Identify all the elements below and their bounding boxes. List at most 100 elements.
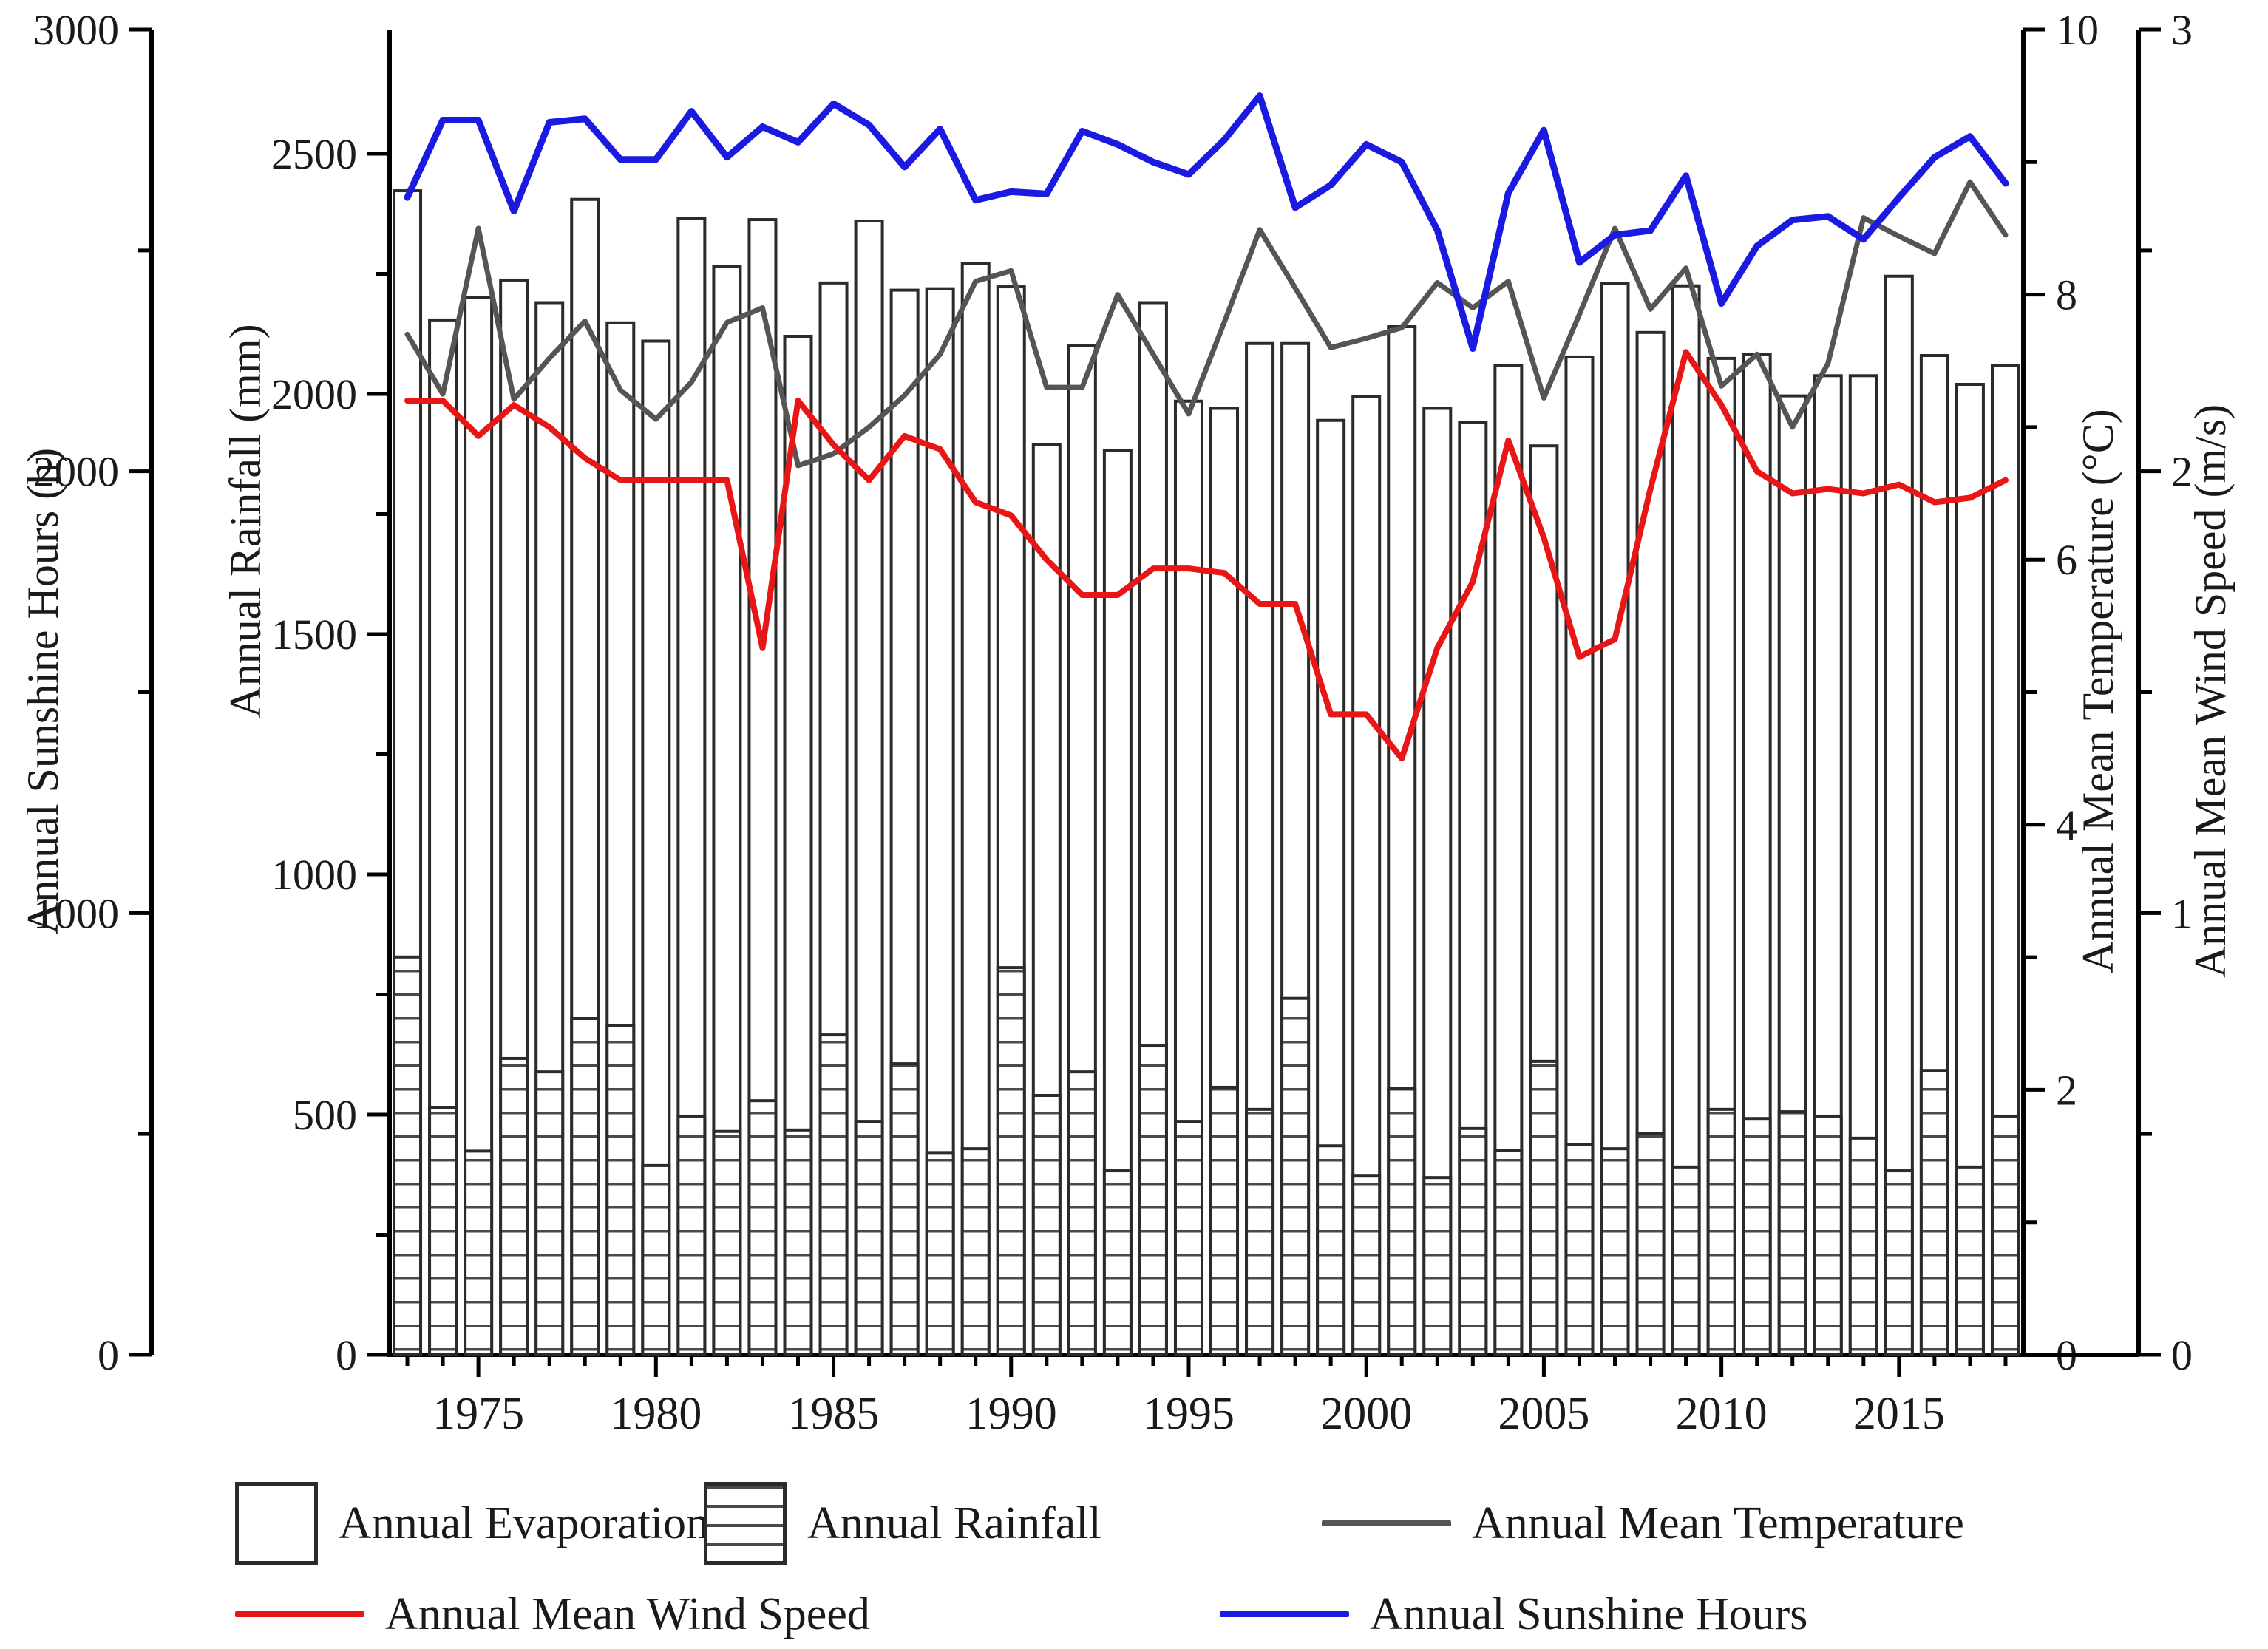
rainfall-bar-1980 bbox=[641, 1163, 671, 1357]
rainfall-bar-1985 bbox=[818, 1033, 849, 1356]
x-tick-label: 1980 bbox=[610, 1389, 702, 1439]
temperature-line bbox=[404, 179, 2009, 469]
rainfall-tick-label: 2500 bbox=[271, 130, 357, 178]
rainfall-bar-1975 bbox=[464, 1149, 494, 1357]
rainfall-bar-2008 bbox=[1635, 1132, 1666, 1356]
legend-item-wind: Annual Mean Wind Speed bbox=[235, 1573, 870, 1649]
rainfall-bar-2005 bbox=[1529, 1059, 1559, 1356]
legend-item-temperature: Annual Mean Temperature bbox=[1322, 1482, 1964, 1565]
rainfall-swatch-icon bbox=[704, 1482, 787, 1565]
sunshine-tick-label: 1000 bbox=[33, 889, 119, 937]
temperature-tick-label: 2 bbox=[2056, 1066, 2077, 1114]
rainfall-axis-title: Annual Rainfall (mm) bbox=[221, 324, 270, 718]
rainfall-bar-1983 bbox=[747, 1099, 778, 1357]
temperature-axis-title: Annual Mean Temperature (°C) bbox=[2074, 409, 2122, 973]
rainfall-bar-1988 bbox=[925, 1151, 955, 1356]
rainfall-bar-1995 bbox=[1173, 1120, 1203, 1356]
rainfall-bar-1973 bbox=[393, 955, 423, 1357]
sunshine-tick-label: 3000 bbox=[33, 6, 119, 54]
rainfall-bar-2016 bbox=[1919, 1069, 1949, 1356]
sunshine-tick-label: 2000 bbox=[33, 448, 119, 496]
wind-tick-label: 2 bbox=[2171, 448, 2193, 496]
rainfall-bar-2001 bbox=[1387, 1087, 1417, 1357]
legend-label-temperature: Annual Mean Temperature bbox=[1472, 1497, 1964, 1548]
rainfall-tick-label: 500 bbox=[293, 1091, 357, 1139]
wind-tick-label: 3 bbox=[2171, 6, 2193, 54]
wind-tick-label: 0 bbox=[2171, 1331, 2193, 1379]
legend-label-wind: Annual Mean Wind Speed bbox=[385, 1588, 870, 1639]
x-tick-label: 1990 bbox=[965, 1389, 1057, 1439]
wind-speed-line bbox=[404, 349, 2009, 762]
rainfall-bar-2017 bbox=[1955, 1165, 1985, 1356]
legend-item-sunshine: Annual Sunshine Hours bbox=[1220, 1573, 1807, 1649]
rainfall-bar-1993 bbox=[1102, 1169, 1133, 1357]
rainfall-bar-1991 bbox=[1031, 1094, 1062, 1356]
legend-label-evaporation: Annual Evaporation bbox=[339, 1497, 710, 1548]
legend-label-sunshine: Annual Sunshine Hours bbox=[1370, 1588, 1808, 1639]
rainfall-bar-1987 bbox=[889, 1062, 920, 1356]
rainfall-bar-2014 bbox=[1848, 1136, 1878, 1356]
rainfall-tick-label: 0 bbox=[336, 1331, 357, 1379]
temperature-tick-label: 4 bbox=[2056, 801, 2077, 849]
rainfall-bar-1986 bbox=[854, 1120, 884, 1356]
x-tick-label: 2010 bbox=[1676, 1389, 1768, 1439]
rainfall-bar-2004 bbox=[1493, 1149, 1524, 1356]
wind-line-icon bbox=[235, 1611, 364, 1617]
x-axis: 1975 1980 1985 1990 1995 2000 2005 2010 2015 bbox=[387, 1353, 2139, 1439]
rainfall-bar-1984 bbox=[783, 1128, 813, 1357]
rainfall-bar-2012 bbox=[1777, 1110, 1807, 1356]
rainfall-bar-1990 bbox=[996, 966, 1026, 1356]
rainfall-bar-2009 bbox=[1671, 1165, 1701, 1356]
sunshine-line bbox=[404, 92, 2009, 353]
rainfall-bar-1989 bbox=[960, 1147, 991, 1357]
rainfall-tick-label: 2000 bbox=[271, 370, 357, 418]
rainfall-tick-label: 1500 bbox=[271, 611, 357, 659]
rainfall-bar-2013 bbox=[1813, 1114, 1843, 1356]
temperature-line-icon bbox=[1322, 1520, 1451, 1526]
wind-axis-title: Annual Mean Wind Speed (m/s) bbox=[2186, 404, 2235, 978]
temperature-tick-label: 6 bbox=[2056, 536, 2077, 584]
x-tick-label: 2000 bbox=[1320, 1389, 1412, 1439]
x-tick-label: 1985 bbox=[788, 1389, 880, 1439]
legend-item-rainfall: Annual Rainfall bbox=[704, 1482, 1101, 1565]
rainfall-bar-2003 bbox=[1458, 1126, 1488, 1356]
rainfall-bar-1998 bbox=[1280, 996, 1311, 1356]
wind-tick-label: 1 bbox=[2171, 889, 2193, 937]
rainfall-bars bbox=[393, 955, 2020, 1357]
rainfall-bar-2000 bbox=[1351, 1174, 1382, 1356]
rainfall-axis: 0 500 1000 1500 2000 2500 bbox=[271, 30, 392, 1379]
rainfall-bar-2018 bbox=[1990, 1114, 2020, 1356]
rainfall-bar-1997 bbox=[1245, 1107, 1275, 1356]
rainfall-bar-1996 bbox=[1209, 1085, 1240, 1356]
rainfall-bar-2015 bbox=[1884, 1169, 1914, 1357]
rainfall-bar-1981 bbox=[676, 1114, 707, 1356]
x-tick-label: 1995 bbox=[1143, 1389, 1235, 1439]
rainfall-bar-1999 bbox=[1316, 1144, 1346, 1356]
rainfall-bar-1994 bbox=[1138, 1044, 1168, 1357]
sunshine-line-icon bbox=[1220, 1611, 1349, 1617]
rainfall-bar-1974 bbox=[428, 1106, 458, 1357]
rainfall-bar-1992 bbox=[1067, 1070, 1097, 1357]
legend-item-evaporation: Annual Evaporation bbox=[235, 1482, 709, 1565]
sunshine-tick-label: 0 bbox=[98, 1331, 119, 1379]
rainfall-tick-label: 1000 bbox=[271, 851, 357, 899]
temperature-tick-label: 8 bbox=[2056, 271, 2077, 319]
sunshine-axis-title: Annual Sunshine Hours (h) bbox=[18, 448, 67, 934]
legend-label-rainfall: Annual Rainfall bbox=[807, 1497, 1101, 1548]
sunshine-axis: 0 1000 2000 3000 bbox=[33, 6, 154, 1379]
rainfall-bar-2002 bbox=[1422, 1176, 1453, 1357]
rainfall-bar-1982 bbox=[712, 1129, 742, 1356]
rainfall-bar-1978 bbox=[570, 1017, 600, 1356]
rainfall-bar-2011 bbox=[1742, 1117, 1772, 1356]
x-tick-label: 2005 bbox=[1498, 1389, 1589, 1439]
wind-axis: 0 1 2 3 bbox=[2136, 6, 2193, 1379]
x-tick-label: 2015 bbox=[1853, 1389, 1945, 1439]
rainfall-bar-1979 bbox=[605, 1024, 636, 1356]
evaporation-swatch-icon bbox=[235, 1482, 318, 1565]
rainfall-bar-2006 bbox=[1564, 1143, 1595, 1356]
rainfall-bar-1976 bbox=[499, 1056, 529, 1356]
rainfall-bar-1977 bbox=[534, 1070, 565, 1357]
